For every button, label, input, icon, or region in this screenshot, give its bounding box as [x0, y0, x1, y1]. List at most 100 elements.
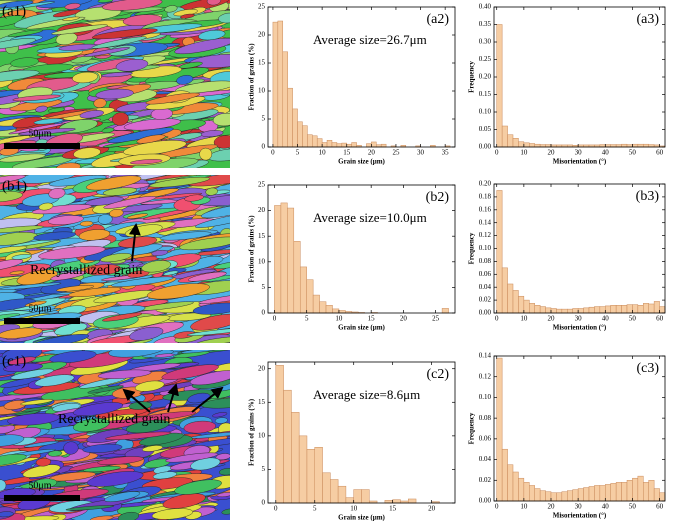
histogram: 0 5 10 15 20 25 30 35 0 5 10 15 20 25 Grain size (μm) F… [248, 3, 456, 166]
grain [0, 153, 46, 163]
grain [164, 5, 178, 13]
grain [151, 249, 169, 256]
y-tick-label: 0.14 [479, 218, 492, 226]
grain [62, 16, 80, 21]
grain [141, 260, 172, 273]
y-tick-label: 0.10 [479, 393, 492, 401]
grain [126, 213, 148, 219]
bar [523, 299, 530, 314]
bar [380, 143, 387, 148]
bar [632, 143, 639, 148]
x-tick-label: 60 [656, 149, 664, 157]
annotation: Average size=26.7μm [313, 32, 427, 47]
grain [85, 175, 142, 191]
y-tick-label: 0.08 [479, 257, 492, 265]
grain [102, 312, 143, 322]
x-tick-label: 35 [442, 149, 450, 157]
grain [214, 417, 228, 424]
x-tick-label: 10 [335, 315, 343, 323]
x-tick-label: 60 [656, 503, 664, 511]
grain [16, 269, 58, 286]
grain [0, 259, 24, 271]
bar [441, 308, 449, 314]
x-tick-label: 30 [575, 149, 583, 157]
y-tick-label: 0.16 [479, 205, 492, 213]
grain [117, 511, 139, 520]
grain [187, 392, 211, 404]
bar [314, 447, 323, 504]
grain [104, 491, 141, 502]
grain [82, 443, 123, 453]
grain [0, 307, 62, 322]
grain [72, 402, 124, 416]
grain [79, 220, 94, 227]
bar [330, 479, 339, 504]
grain [190, 313, 230, 331]
x-tick-label: 0 [495, 149, 499, 157]
grain [151, 508, 194, 520]
bar [353, 489, 362, 504]
grain [129, 326, 164, 341]
y-tick-label: 0 [262, 309, 266, 317]
grain [72, 418, 110, 432]
bar [534, 143, 541, 148]
micrograph: (c1) 50μm Recrystallized grain [0, 350, 230, 520]
bar [292, 108, 298, 148]
bar [331, 142, 338, 148]
bar [556, 492, 563, 502]
grain [91, 28, 158, 40]
y-tick-label: 0.25 [479, 55, 492, 63]
grain [108, 350, 166, 358]
y-tick-label: 0.15 [479, 90, 492, 98]
bar [643, 143, 649, 148]
grain [0, 298, 36, 311]
bar [306, 279, 314, 314]
y-tick-label: 0.10 [479, 244, 492, 252]
y-tick-label: 0.10 [479, 108, 492, 116]
grain [179, 236, 230, 251]
bar [539, 306, 546, 314]
bar [577, 308, 584, 314]
grain [7, 413, 60, 426]
grain [198, 293, 230, 304]
grain [189, 370, 230, 386]
bar [539, 490, 546, 502]
y-tick-label: 15 [258, 59, 266, 67]
y-tick-label: 5 [262, 283, 266, 291]
grain [0, 511, 14, 518]
grain [64, 3, 81, 10]
grain [213, 135, 230, 149]
grain [3, 363, 43, 372]
panel-label: (b3) [636, 189, 660, 204]
bar [512, 471, 519, 502]
y-tick-label: 5 [262, 465, 266, 473]
grain [221, 508, 230, 515]
y-tick-label: 0.20 [479, 180, 492, 188]
bar [588, 306, 595, 314]
grain [136, 134, 166, 144]
grain [199, 147, 213, 161]
bar [567, 308, 573, 314]
bar [588, 486, 595, 502]
panel-label: (a2) [426, 12, 449, 27]
bar [496, 357, 503, 502]
bar [275, 365, 284, 504]
grain [86, 471, 144, 487]
bar [366, 143, 372, 148]
grain [115, 59, 149, 72]
grain [0, 69, 40, 83]
y-tick-label: 0.35 [479, 20, 492, 28]
arrow [122, 388, 151, 413]
x-tick-label: 10 [350, 505, 358, 513]
grain [145, 175, 212, 181]
plot-frame [267, 361, 456, 504]
y-tick-label: 10 [258, 431, 266, 439]
x-axis-title: Grain size (μm) [338, 158, 385, 166]
grain [174, 479, 222, 495]
x-tick-label: 30 [575, 315, 583, 323]
bar [322, 472, 331, 504]
bar [282, 51, 288, 148]
grain [97, 0, 117, 3]
bar [337, 485, 347, 504]
